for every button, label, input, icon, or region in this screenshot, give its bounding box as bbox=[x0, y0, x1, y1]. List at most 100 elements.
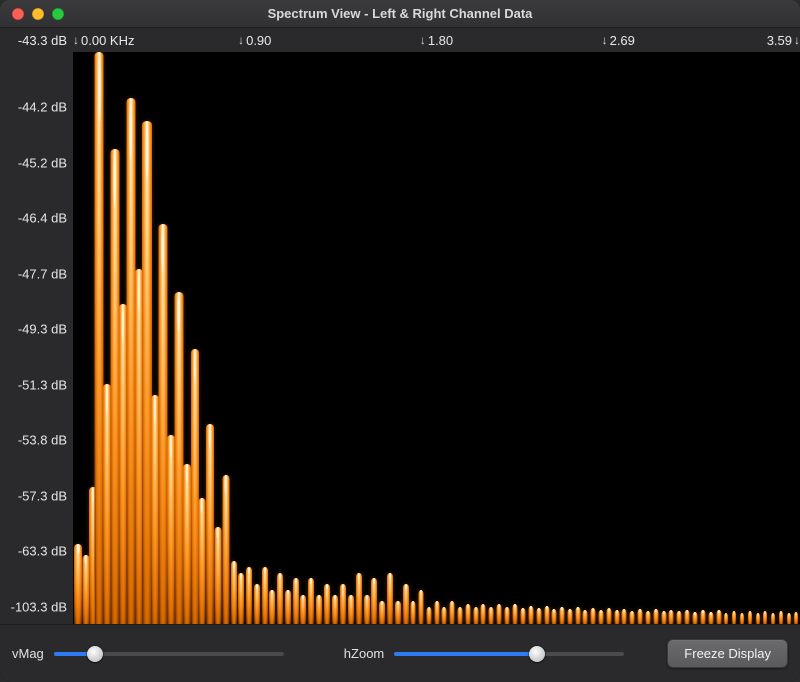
spectrum-bar bbox=[403, 584, 409, 624]
spectrum-bar bbox=[638, 609, 643, 624]
spectrum-bar bbox=[308, 578, 314, 624]
spectrum-bar bbox=[544, 606, 549, 624]
chevron-down-icon: ↓ bbox=[420, 33, 426, 47]
titlebar[interactable]: Spectrum View - Left & Right Channel Dat… bbox=[0, 0, 800, 28]
x-tick-label: 0.90 bbox=[246, 33, 271, 48]
chevron-down-icon: ↓ bbox=[602, 33, 608, 47]
spectrum-bar bbox=[348, 595, 354, 624]
controls-bar: vMag hZoom Freeze Display bbox=[0, 624, 800, 682]
window-controls bbox=[12, 8, 64, 20]
spectrum-bar bbox=[435, 601, 440, 624]
spectrum-bar bbox=[324, 584, 330, 624]
minimize-icon[interactable] bbox=[32, 8, 44, 20]
spectrum-bar bbox=[763, 611, 767, 624]
x-tick: ↓0.00 KHz bbox=[73, 28, 134, 52]
vmag-label: vMag bbox=[12, 646, 44, 661]
spectrum-bar bbox=[583, 610, 588, 624]
spectrum-bar bbox=[724, 613, 728, 624]
spectrum-bar bbox=[316, 595, 322, 624]
y-tick-label: -103.3 dB bbox=[11, 599, 67, 614]
spectrum-bar bbox=[277, 573, 283, 624]
spectrum-bar bbox=[685, 610, 690, 624]
spectrum-bar bbox=[677, 611, 682, 624]
spectrum-bar bbox=[700, 610, 705, 624]
x-tick-label: 2.69 bbox=[610, 33, 635, 48]
spectrum-bar bbox=[419, 590, 424, 624]
y-tick-label: -49.3 dB bbox=[18, 322, 67, 337]
freeze-display-button[interactable]: Freeze Display bbox=[667, 639, 788, 668]
y-tick-label: -51.3 dB bbox=[18, 377, 67, 392]
spectrum-bar bbox=[669, 610, 674, 624]
spectrum-bar bbox=[622, 609, 627, 624]
maximize-icon[interactable] bbox=[52, 8, 64, 20]
spectrum-bar bbox=[489, 607, 494, 624]
spectrum-bar bbox=[740, 613, 744, 624]
spectrum-bar bbox=[567, 609, 572, 624]
chevron-down-icon: ↓ bbox=[238, 33, 244, 47]
spectrum-bars bbox=[74, 52, 800, 624]
spectrum-bar bbox=[231, 561, 237, 624]
y-tick-label: -47.7 dB bbox=[18, 266, 67, 281]
spectrum-bar bbox=[536, 608, 541, 624]
spectrum-bar bbox=[198, 498, 205, 624]
spectrum-bar bbox=[183, 464, 191, 624]
spectrum-bar bbox=[520, 608, 525, 624]
spectrum-bar bbox=[379, 601, 385, 624]
y-tick-label: -44.2 dB bbox=[18, 100, 67, 115]
spectrum-bar bbox=[340, 584, 346, 624]
spectrum-bar bbox=[206, 424, 214, 624]
x-tick-label: 3.59 bbox=[767, 33, 792, 48]
y-axis-top-label: -43.3 dB bbox=[0, 33, 73, 48]
spectrum-bar bbox=[387, 573, 393, 624]
spectrum-bar bbox=[332, 595, 338, 624]
chevron-down-icon: ↓ bbox=[794, 33, 800, 47]
spectrum-bar bbox=[716, 610, 721, 624]
spectrum-bar bbox=[756, 613, 760, 624]
spectrum-bar bbox=[630, 611, 635, 624]
spectrum-bar bbox=[450, 601, 455, 624]
spectrum-plot bbox=[73, 52, 800, 624]
spectrum-bar bbox=[442, 607, 447, 624]
vmag-slider[interactable] bbox=[54, 644, 284, 664]
y-tick-label: -63.3 dB bbox=[18, 544, 67, 559]
hzoom-label: hZoom bbox=[344, 646, 384, 661]
hzoom-slider[interactable] bbox=[394, 644, 624, 664]
x-tick: ↓1.80 bbox=[420, 28, 453, 52]
spectrum-bar bbox=[497, 604, 502, 624]
spectrum-bar bbox=[458, 607, 463, 624]
spectrum-bar bbox=[646, 611, 651, 624]
spectrum-bar bbox=[787, 613, 791, 624]
spectrum-bar bbox=[474, 607, 479, 624]
spectrum-bar bbox=[528, 606, 533, 624]
spectrum-bar bbox=[512, 604, 517, 624]
spectrum-bar bbox=[222, 475, 229, 624]
spectrum-bar bbox=[427, 607, 432, 624]
spectrum-bar bbox=[575, 607, 580, 624]
spectrum-bar bbox=[214, 527, 221, 624]
y-tick-label: -46.4 dB bbox=[18, 211, 67, 226]
spectrum-bar bbox=[395, 601, 401, 624]
y-tick-label: -45.2 dB bbox=[18, 155, 67, 170]
x-axis: -43.3 dB ↓0.00 KHz↓0.90↓1.80↓2.69↓3.59 bbox=[0, 28, 800, 52]
spectrum-bar bbox=[356, 573, 362, 624]
window-title: Spectrum View - Left & Right Channel Dat… bbox=[0, 6, 800, 21]
x-tick: ↓0.90 bbox=[238, 28, 271, 52]
spectrum-bar bbox=[779, 611, 783, 624]
spectrum-bar bbox=[466, 604, 471, 624]
spectrum-bar bbox=[411, 601, 416, 624]
spectrum-bar bbox=[559, 607, 564, 624]
y-tick-label: -53.8 dB bbox=[18, 433, 67, 448]
spectrum-bar bbox=[300, 595, 306, 624]
close-icon[interactable] bbox=[12, 8, 24, 20]
spectrum-bar bbox=[708, 612, 713, 624]
spectrum-bar bbox=[254, 584, 260, 624]
spectrum-bar bbox=[794, 612, 798, 624]
spectrum-bar bbox=[246, 567, 252, 624]
spectrum-bar bbox=[692, 612, 697, 624]
spectrum-bar bbox=[371, 578, 377, 624]
chevron-down-icon: ↓ bbox=[73, 33, 79, 47]
y-tick-label: -57.3 dB bbox=[18, 488, 67, 503]
spectrum-bar bbox=[238, 573, 244, 624]
spectrum-bar bbox=[262, 567, 268, 624]
app-window: Spectrum View - Left & Right Channel Dat… bbox=[0, 0, 800, 682]
